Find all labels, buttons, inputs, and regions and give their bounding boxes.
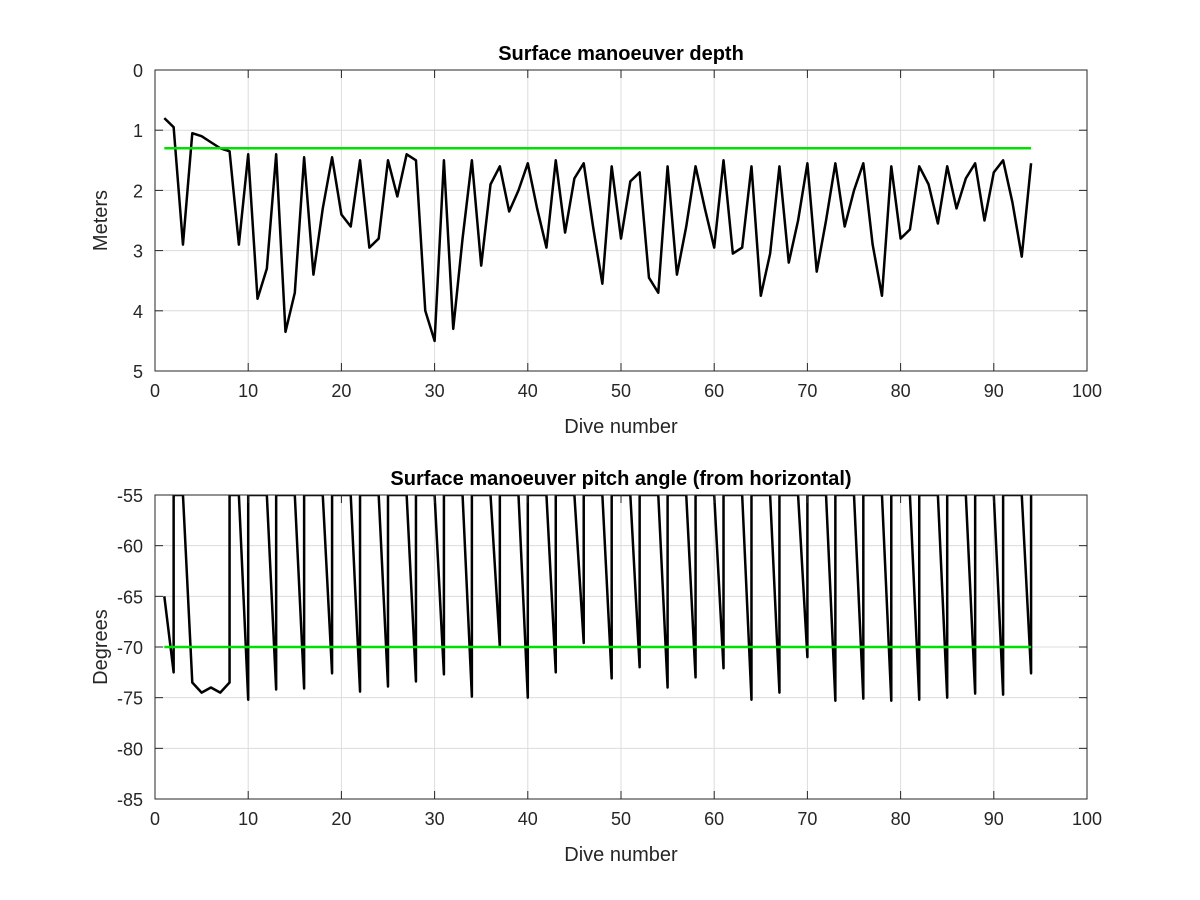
depth-y-tick-label: 2 — [133, 181, 143, 201]
depth-y-tick-label: 1 — [133, 121, 143, 141]
depth-panel: 0 10 20 30 40 50 60 70 80 90 100 0 1 2 3 4 5 Surface man… — [90, 43, 1102, 438]
pitch-x-tick-label: 80 — [891, 809, 911, 829]
pitch-x-tick-label: 70 — [797, 809, 817, 829]
pitch-y-tick-label: -85 — [117, 790, 143, 810]
depth-x-tick-label: 60 — [704, 381, 724, 401]
pitch-x-tick-label: 40 — [518, 809, 538, 829]
pitch-x-tick-label: 60 — [704, 809, 724, 829]
depth-x-tick-label: 50 — [611, 381, 631, 401]
depth-data-line — [163, 117, 1033, 343]
depth-series — [163, 117, 1033, 343]
pitch-x-tick-label: 0 — [150, 809, 160, 829]
depth-x-tick-label: 70 — [797, 381, 817, 401]
pitch-chart-title: Surface manoeuver pitch angle (from hori… — [390, 468, 851, 490]
depth-y-tick-label: 3 — [133, 242, 143, 262]
pitch-x-axis-label: Dive number — [564, 844, 678, 866]
pitch-ticks: 0 10 20 30 40 50 60 70 80 90 100 -85 -80 -75 -70 -65 -60… — [117, 486, 1102, 829]
pitch-y-tick-label: -65 — [117, 587, 143, 607]
depth-chart-title: Surface manoeuver depth — [498, 43, 744, 65]
pitch-x-tick-label: 30 — [425, 809, 445, 829]
pitch-x-tick-label: 20 — [331, 809, 351, 829]
pitch-y-tick-label: -75 — [117, 689, 143, 709]
pitch-y-axis-label: Degrees — [90, 609, 112, 685]
pitch-y-tick-label: -80 — [117, 739, 143, 759]
depth-ticks: 0 10 20 30 40 50 60 70 80 90 100 0 1 2 3 4 5 — [133, 61, 1102, 401]
pitch-data-line — [163, 495, 1033, 702]
depth-x-axis-label: Dive number — [564, 416, 678, 438]
pitch-x-tick-label: 50 — [611, 809, 631, 829]
pitch-panel: 0 10 20 30 40 50 60 70 80 90 100 -85 -80 -75 -70 -65 -60… — [90, 468, 1102, 866]
pitch-x-tick-label: 10 — [238, 809, 258, 829]
depth-y-tick-label: 0 — [133, 61, 143, 81]
depth-x-tick-label: 90 — [984, 381, 1004, 401]
depth-y-tick-label: 5 — [133, 362, 143, 382]
pitch-x-tick-label: 100 — [1072, 809, 1102, 829]
pitch-x-tick-label: 90 — [984, 809, 1004, 829]
depth-x-tick-label: 80 — [891, 381, 911, 401]
pitch-y-tick-label: -70 — [117, 638, 143, 658]
pitch-y-tick-label: -60 — [117, 537, 143, 557]
depth-y-tick-label: 4 — [133, 302, 143, 322]
depth-x-tick-label: 100 — [1072, 381, 1102, 401]
depth-x-tick-label: 30 — [425, 381, 445, 401]
depth-x-tick-label: 40 — [518, 381, 538, 401]
pitch-series — [163, 495, 1033, 702]
depth-x-tick-label: 10 — [238, 381, 258, 401]
pitch-y-tick-label: -55 — [117, 486, 143, 506]
depth-x-tick-label: 0 — [150, 381, 160, 401]
depth-y-axis-label: Meters — [90, 190, 112, 251]
depth-x-tick-label: 20 — [331, 381, 351, 401]
